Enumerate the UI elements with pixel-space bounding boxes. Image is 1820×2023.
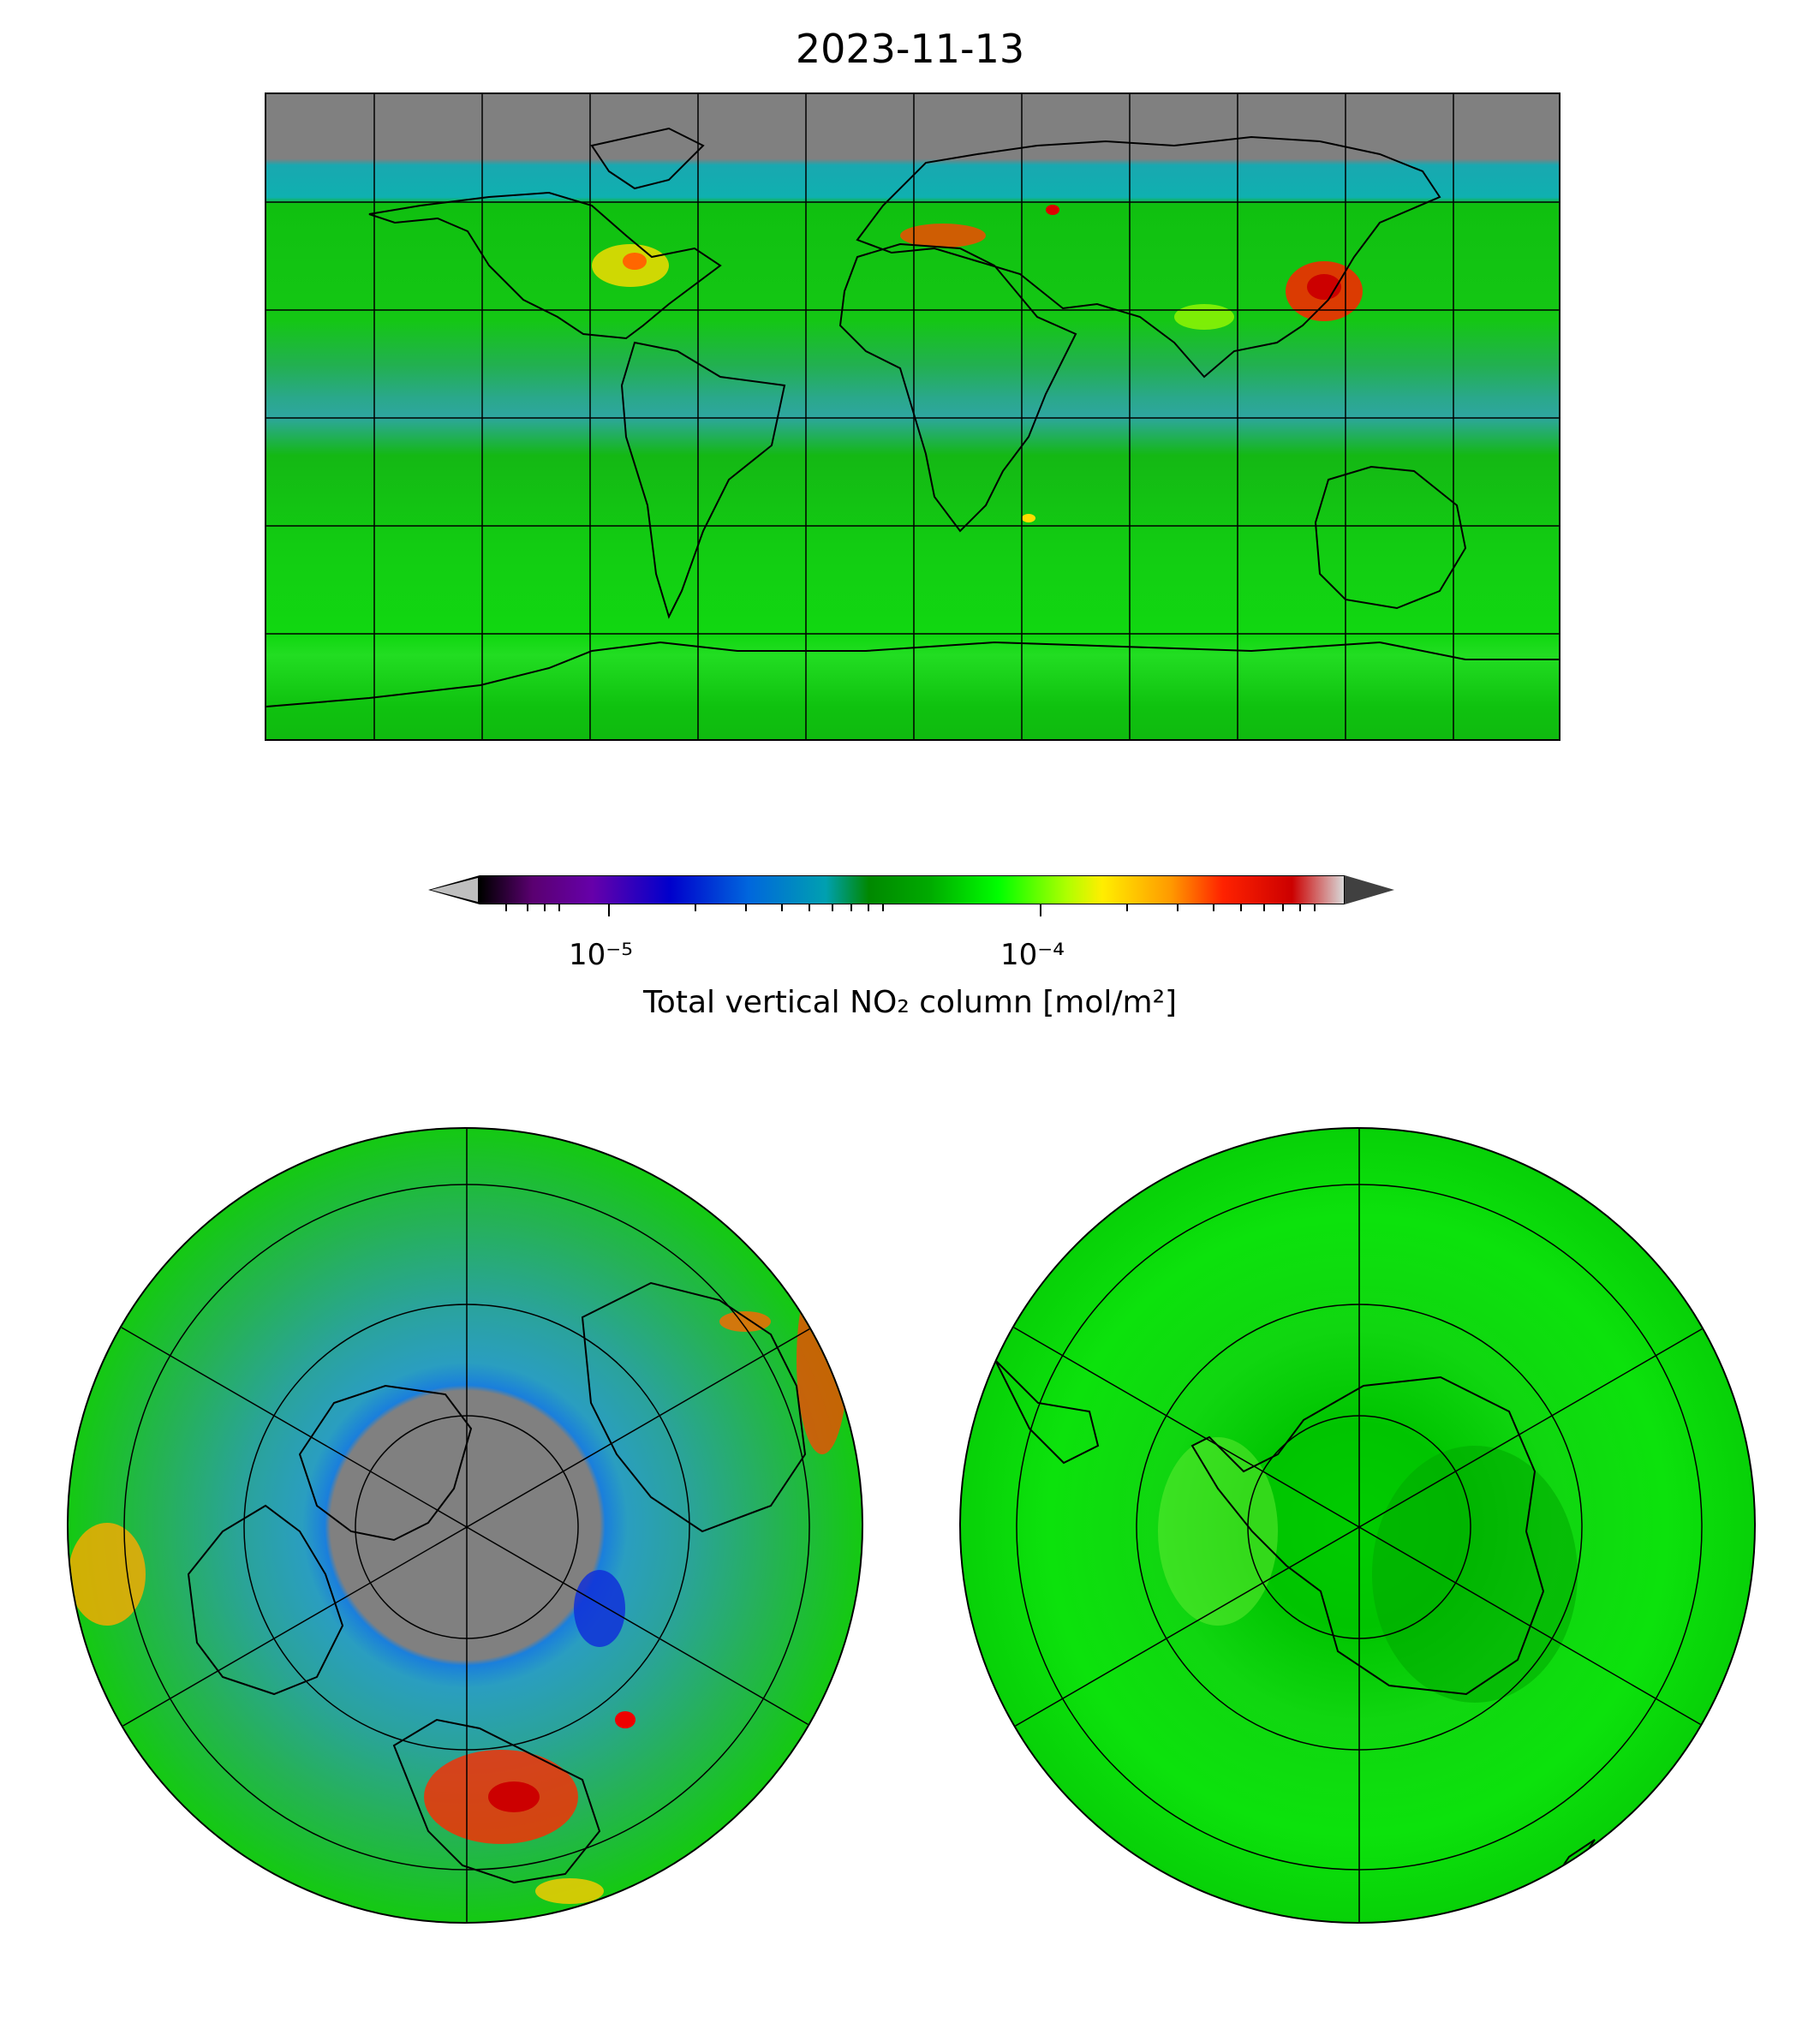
colorbar-minor-tick (1299, 904, 1301, 911)
colorbar-minor-tick (745, 904, 747, 911)
colorbar-extend-max (1345, 875, 1394, 904)
coast-europe (392, 1718, 601, 1884)
coast-greenland (298, 1384, 473, 1542)
hotspot-layer (592, 205, 1363, 522)
global-map-overlay (266, 94, 1559, 739)
colorbar-minor-tick (1282, 904, 1284, 911)
hotspot-highveld (1022, 514, 1035, 522)
coast-south-america (994, 1359, 1100, 1465)
colorbar-minor-tick (1263, 904, 1265, 911)
hotspot-italy (535, 1878, 604, 1904)
bright-region-peninsula (1158, 1437, 1278, 1626)
coast-north-america (187, 1504, 344, 1696)
coast-africa (838, 242, 1077, 533)
hotspot-us-core (623, 253, 647, 270)
south-polar-overlay (994, 1129, 1705, 1922)
hotspot-moscow (1046, 205, 1059, 215)
coast-australia (1314, 465, 1467, 610)
graticule (266, 94, 1559, 739)
colorbar-minor-tick (809, 904, 810, 911)
colorbar-major-tick (1040, 904, 1041, 916)
colorbar-minor-tick (832, 904, 833, 911)
low-value-arc (574, 1570, 625, 1647)
coastline-layer (266, 127, 1559, 707)
south-polar-map (959, 1127, 1756, 1924)
graticule (121, 1129, 813, 1922)
hotspot-india (1174, 304, 1234, 330)
hotspot-europe (900, 224, 986, 248)
colorbar-legend (428, 872, 1396, 932)
coast-north-america (368, 191, 722, 340)
colorbar-minor-tick (868, 904, 869, 911)
colorbar-minor-tick (1213, 904, 1214, 911)
colorbar-minor-tick (558, 904, 560, 911)
coast-antarctica (266, 641, 1559, 707)
colorbar (480, 875, 1345, 904)
colorbar-minor-tick (882, 904, 884, 911)
coast-eurasia (856, 135, 1441, 379)
coastline-layer (187, 1281, 807, 1884)
colorbar-minor-tick (695, 904, 696, 911)
colorbar-minor-tick (1126, 904, 1128, 911)
colorbar-minor-tick (850, 904, 852, 911)
figure-title: 2023-11-13 (795, 26, 1025, 72)
colorbar-minor-tick (544, 904, 546, 911)
colorbar-label: Total vertical NO₂ column [mol/m²] (642, 985, 1178, 1020)
global-map (265, 92, 1560, 741)
hotspot-east-asia (797, 1266, 848, 1454)
colorbar-major-tick (608, 904, 610, 916)
colorbar-minor-tick (1314, 904, 1316, 911)
colorbar-minor-tick (505, 904, 507, 911)
dark-region-east-antarctica (1372, 1446, 1578, 1703)
hotspot-moscow (615, 1711, 636, 1728)
colorbar-minor-tick (1177, 904, 1179, 911)
north-polar-overlay (69, 1129, 848, 1922)
colorbar-tick-label: 10⁻⁴ (1000, 938, 1065, 972)
hotspot-europe-core (488, 1781, 540, 1812)
coast-new-zealand (1551, 1839, 1596, 1883)
coast-siberia (581, 1281, 807, 1533)
graticule (1013, 1129, 1705, 1922)
coast-south-america (620, 341, 786, 619)
coast-greenland (590, 127, 705, 190)
hotspot-layer (69, 1266, 848, 1904)
colorbar-minor-tick (781, 904, 783, 911)
colorbar-minor-tick (1240, 904, 1242, 911)
colorbar-minor-tick (527, 904, 528, 911)
hotspot-north-america (69, 1523, 146, 1626)
colorbar-tick-label: 10⁻⁵ (569, 938, 633, 972)
north-polar-map (67, 1127, 863, 1924)
colorbar-extend-min-fill (431, 877, 478, 902)
